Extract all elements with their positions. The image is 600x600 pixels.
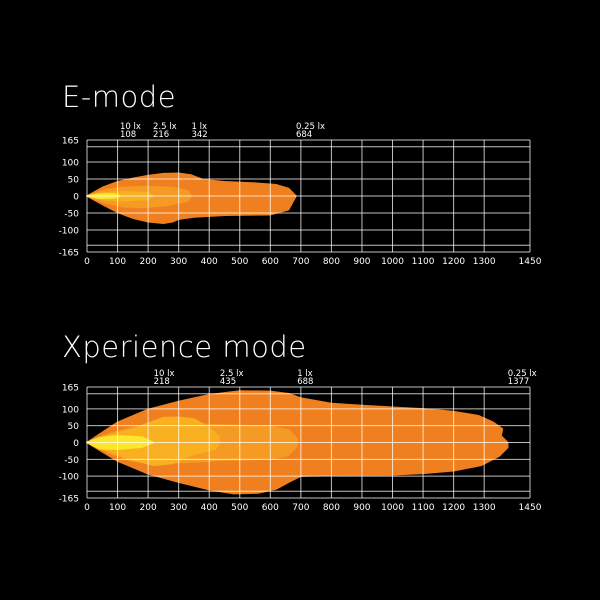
lux-level-label: 1 lx [191, 122, 207, 132]
x-tick-label: 800 [323, 257, 340, 267]
x-tick-label: 1100 [412, 503, 435, 513]
lux-distance-label: 342 [191, 130, 207, 140]
x-tick-label: 200 [140, 503, 157, 513]
lux-distance-label: 218 [154, 377, 170, 387]
x-tick-label: 500 [231, 503, 248, 513]
x-tick-label: 800 [323, 503, 340, 513]
beam-zone-0-25-lx [86, 172, 297, 224]
x-tick-label: 1300 [473, 503, 496, 513]
y-tick-label: 100 [62, 159, 79, 169]
x-tick-label: 500 [231, 257, 248, 267]
lux-level-label: 10 lx [120, 122, 141, 132]
x-tick-label: 300 [170, 257, 187, 267]
x-tick-label: 1000 [381, 257, 404, 267]
x-tick-label: 600 [262, 503, 279, 513]
y-tick-label: -100 [59, 473, 80, 483]
x-tick-label: 900 [353, 257, 370, 267]
lux-distance-label: 684 [296, 130, 312, 140]
lux-level-label: 0.25 lx [508, 369, 537, 379]
lux-distance-label: 1377 [508, 377, 530, 387]
x-tick-label: 1100 [412, 257, 435, 267]
chart-title-e-mode: E-mode [62, 80, 177, 114]
x-tick-label: 200 [140, 257, 157, 267]
x-tick-label: 700 [292, 503, 309, 513]
x-tick-label: 300 [170, 503, 187, 513]
y-tick-label: 100 [62, 405, 79, 415]
x-tick-label: 900 [353, 503, 370, 513]
x-tick-label: 0 [84, 257, 90, 267]
lux-distance-label: 216 [153, 130, 169, 140]
y-tick-label: -165 [59, 495, 79, 505]
x-tick-label: 0 [84, 503, 90, 513]
x-tick-label: 600 [262, 257, 279, 267]
y-tick-label: -100 [59, 226, 80, 236]
x-tick-label: 400 [201, 257, 218, 267]
lux-level-label: 10 lx [154, 369, 175, 379]
x-tick-label: 1300 [473, 257, 496, 267]
lux-distance-label: 108 [120, 130, 136, 140]
lux-level-label: 1 lx [297, 369, 313, 379]
y-tick-label: 0 [73, 193, 79, 203]
x-tick-label: 700 [292, 257, 309, 267]
lux-level-label: 2.5 lx [220, 369, 244, 379]
x-tick-label: 1450 [519, 257, 542, 267]
x-tick-label: 100 [109, 503, 126, 513]
y-tick-label: 0 [73, 439, 79, 449]
x-tick-label: 1200 [442, 503, 465, 513]
x-tick-label: 400 [201, 503, 218, 513]
y-tick-label: 165 [62, 384, 79, 394]
y-tick-label: -50 [64, 209, 79, 219]
y-tick-label: 50 [68, 422, 80, 432]
y-tick-label: 50 [68, 176, 80, 186]
x-tick-label: 1000 [381, 503, 404, 513]
x-tick-label: 1200 [442, 257, 465, 267]
lux-level-label: 0.25 lx [296, 122, 325, 132]
y-tick-label: -50 [64, 456, 79, 466]
x-tick-label: 1450 [519, 503, 542, 513]
lux-distance-label: 688 [297, 377, 313, 387]
lux-distance-label: 435 [220, 377, 236, 387]
x-tick-label: 100 [109, 257, 126, 267]
chart-title-xperience-mode: Xperience mode [62, 330, 307, 364]
y-tick-label: -165 [59, 249, 79, 259]
lux-level-label: 2.5 lx [153, 122, 177, 132]
y-tick-label: 165 [62, 137, 79, 147]
